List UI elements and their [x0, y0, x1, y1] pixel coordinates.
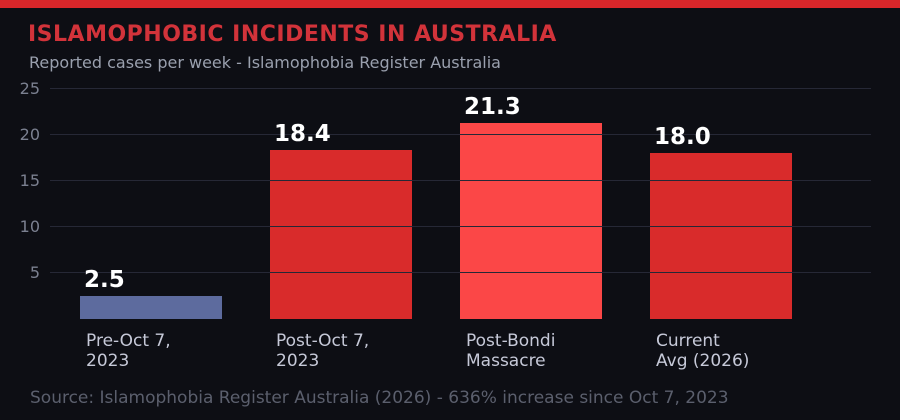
bar	[80, 296, 222, 319]
bar	[270, 149, 412, 319]
source-attribution: Source: Islamophobia Register Australia …	[30, 388, 729, 408]
bar	[460, 123, 602, 319]
gridline	[50, 180, 871, 181]
bar-value-label: 18.4	[274, 120, 331, 147]
gridline	[50, 272, 871, 273]
y-tick-label: 5	[29, 263, 40, 282]
x-tick-label: Pre-Oct 7, 2023	[86, 331, 171, 371]
bar-value-label: 21.3	[464, 94, 521, 121]
bar-value-label: 2.5	[84, 267, 125, 293]
y-tick-label: 10	[19, 217, 40, 236]
y-tick-label: 25	[19, 79, 40, 98]
chart-subtitle: Reported cases per week - Islamophobia R…	[29, 53, 501, 72]
x-tick-label: Post-Bondi Massacre	[466, 331, 556, 371]
top-accent-bar	[0, 0, 900, 8]
gridline	[50, 226, 871, 227]
bar-value-label: 18.0	[654, 124, 711, 151]
plot-area: 2.5 Pre-Oct 7, 2023 18.4 Post-Oct 7, 2023 21…	[20, 79, 871, 371]
y-tick-label: 15	[19, 171, 40, 190]
bar	[650, 153, 792, 319]
y-tick-label: 20	[19, 125, 40, 144]
x-tick-label: Current Avg (2026)	[656, 331, 750, 371]
gridline	[50, 134, 871, 135]
chart-title: ISLAMOPHOBIC INCIDENTS IN AUSTRALIA	[28, 22, 557, 47]
x-tick-label: Post-Oct 7, 2023	[276, 331, 370, 371]
gridline	[50, 88, 871, 89]
